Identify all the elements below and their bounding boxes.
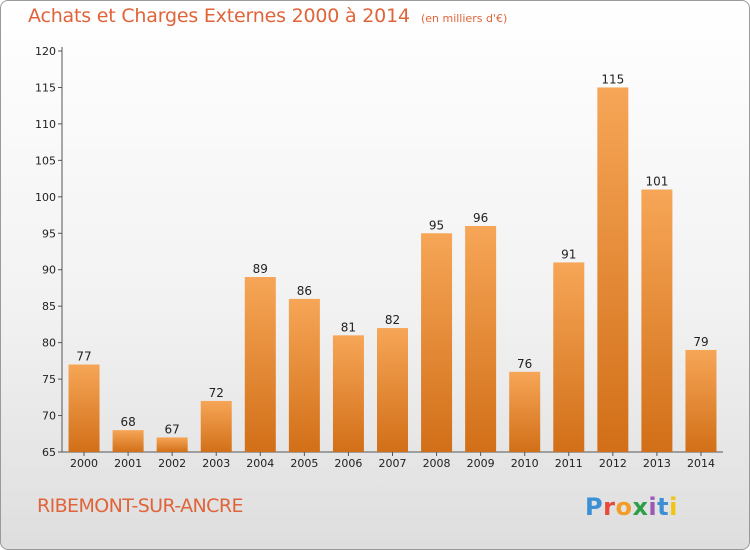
x-tick-label: 2014: [687, 457, 715, 470]
logo-letter: i: [648, 493, 658, 521]
chart-bars: [68, 87, 717, 453]
chart-labels: 2000 77 2001 68 2002 67 2003 72 2004 89 2005 86 2006…: [70, 72, 715, 470]
y-tick-label: 105: [35, 154, 56, 167]
chart-title-row: Achats et Charges Externes 2000 à 2014 (…: [28, 5, 507, 27]
x-tick-label: 2006: [334, 457, 362, 470]
x-tick-label: 2003: [202, 457, 230, 470]
data-label-2002: 67: [165, 422, 180, 436]
x-tick-label: 2005: [290, 457, 318, 470]
data-label-2013: 101: [645, 175, 668, 189]
bar-2004[interactable]: [244, 277, 276, 452]
x-tick-label: 2008: [423, 457, 451, 470]
bar-2007[interactable]: [377, 328, 408, 452]
bar-2001[interactable]: [112, 430, 144, 452]
bar-2005[interactable]: [288, 298, 320, 452]
bar-2006[interactable]: [332, 335, 364, 452]
bar-2012[interactable]: [597, 87, 629, 453]
x-tick-label: 2002: [158, 457, 186, 470]
data-label-2003: 72: [209, 386, 224, 400]
x-tick-label: 2012: [599, 457, 627, 470]
data-label-2009: 96: [473, 211, 488, 225]
y-tick-label: 110: [35, 118, 56, 131]
logo-letter: r: [603, 493, 616, 521]
bar-2002[interactable]: [156, 437, 188, 452]
data-label-2004: 89: [253, 262, 268, 276]
bar-2009[interactable]: [465, 225, 497, 452]
x-tick-label: 2009: [467, 457, 495, 470]
bar-2000[interactable]: [68, 364, 100, 452]
bar-2008[interactable]: [421, 233, 453, 452]
data-label-2014: 79: [693, 335, 708, 349]
y-tick-label: 100: [35, 191, 56, 204]
x-tick-label: 2011: [555, 457, 583, 470]
x-tick-label: 2004: [246, 457, 274, 470]
bar-2010[interactable]: [509, 371, 541, 452]
bar-2014[interactable]: [685, 349, 717, 452]
data-label-2008: 95: [429, 218, 444, 232]
logo-letter: P: [585, 493, 604, 521]
proxiti-logo[interactable]: Proxiti: [585, 493, 678, 521]
chart-title: Achats et Charges Externes 2000 à 2014: [28, 5, 410, 27]
data-label-2005: 86: [297, 284, 312, 298]
y-tick-label: 65: [42, 446, 56, 459]
bar-2013[interactable]: [641, 189, 673, 452]
x-tick-label: 2007: [379, 457, 407, 470]
data-label-2001: 68: [120, 415, 135, 429]
x-tick-label: 2000: [70, 457, 98, 470]
data-label-2012: 115: [601, 72, 624, 86]
y-tick-label: 70: [42, 410, 56, 423]
y-tick-label: 90: [42, 264, 56, 277]
y-tick-label: 80: [42, 337, 56, 350]
y-tick-label: 95: [42, 227, 56, 240]
y-tick-label: 120: [35, 45, 56, 58]
logo-letter: o: [615, 493, 633, 521]
y-tick-label: 85: [42, 300, 56, 313]
place-name: RIBEMONT-SUR-ANCRE: [37, 495, 243, 517]
data-label-2000: 77: [76, 350, 91, 364]
x-tick-label: 2013: [643, 457, 671, 470]
data-label-2007: 82: [385, 313, 400, 327]
chart-subtitle: (en milliers d'€): [420, 12, 508, 25]
x-tick-label: 2010: [511, 457, 539, 470]
logo-letter: i: [669, 493, 678, 521]
y-tick-label: 75: [42, 373, 56, 386]
y-tick-label: 115: [35, 81, 56, 94]
data-label-2011: 91: [561, 247, 576, 261]
bar-2003[interactable]: [200, 400, 232, 452]
data-label-2010: 76: [517, 357, 532, 371]
data-label-2006: 81: [341, 320, 356, 334]
x-tick-label: 2001: [114, 457, 142, 470]
logo-letter: x: [632, 493, 649, 521]
bar-2011[interactable]: [553, 262, 585, 452]
logo-letter: t: [657, 493, 670, 521]
